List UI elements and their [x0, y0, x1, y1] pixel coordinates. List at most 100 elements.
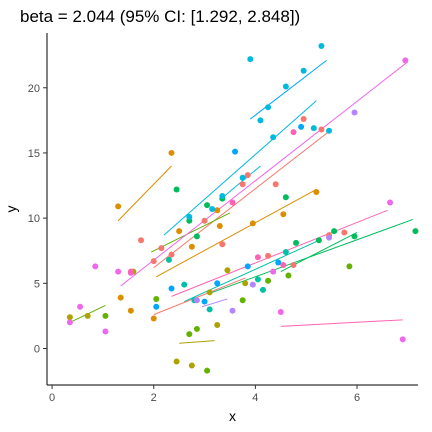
data-point: [290, 129, 297, 136]
data-point: [193, 297, 200, 304]
x-tick-label: 4: [252, 392, 258, 404]
data-point: [229, 307, 236, 314]
data-point: [265, 252, 272, 259]
x-axis-title: x: [229, 408, 236, 424]
data-point: [402, 57, 409, 64]
fit-line: [179, 340, 215, 344]
data-point: [138, 237, 145, 244]
data-point: [204, 367, 211, 374]
data-point: [254, 254, 261, 261]
data-point: [387, 199, 394, 206]
data-point: [84, 312, 91, 319]
data-point: [150, 258, 157, 265]
data-point: [257, 117, 264, 124]
data-point: [254, 276, 261, 283]
data-point: [186, 213, 193, 220]
fit-line: [184, 241, 317, 303]
x-tick-label: 6: [354, 392, 360, 404]
data-point: [214, 207, 221, 214]
y-axis-title: y: [3, 206, 19, 213]
data-point: [315, 237, 322, 244]
data-point: [150, 315, 157, 322]
data-point: [216, 222, 223, 229]
data-point: [265, 104, 272, 111]
data-point: [66, 314, 73, 321]
data-point: [153, 303, 160, 310]
y-tick-label: 5: [34, 278, 40, 290]
data-point: [242, 280, 249, 287]
data-point: [300, 67, 307, 74]
data-point: [102, 312, 109, 319]
fit-line: [201, 298, 228, 308]
data-point: [326, 234, 333, 241]
fit-line: [249, 59, 327, 120]
data-point: [293, 239, 300, 246]
data-point: [280, 262, 287, 269]
data-point: [219, 192, 226, 199]
data-point: [209, 206, 216, 212]
data-point: [313, 189, 320, 196]
data-point: [214, 322, 221, 329]
data-point: [280, 211, 287, 218]
data-point: [193, 325, 200, 332]
data-point: [165, 256, 172, 263]
data-point: [247, 56, 254, 63]
data-point: [115, 203, 122, 210]
data-point: [188, 362, 195, 369]
data-point: [181, 281, 188, 288]
data-point: [206, 306, 213, 313]
data-point: [318, 126, 325, 133]
data-point: [201, 217, 208, 224]
data-point: [224, 267, 231, 274]
data-point: [270, 268, 277, 275]
data-point: [158, 245, 165, 252]
data-point: [173, 186, 180, 193]
y-tick-label: 0: [34, 343, 40, 355]
fit-line: [153, 129, 332, 269]
data-point: [244, 263, 251, 270]
fit-line: [120, 61, 409, 287]
data-point: [277, 308, 284, 315]
data-point: [331, 228, 338, 235]
data-point: [229, 199, 236, 206]
data-point: [77, 303, 84, 310]
fit-line: [280, 319, 403, 327]
data-point: [272, 181, 279, 188]
data-point: [326, 127, 333, 134]
data-point: [153, 295, 160, 302]
data-point: [298, 123, 305, 130]
data-point: [249, 220, 256, 227]
data-point: [285, 272, 292, 279]
data-point: [399, 336, 406, 343]
fit-line: [171, 209, 388, 297]
x-tick-label: 2: [151, 392, 157, 404]
data-point: [412, 228, 419, 235]
data-point: [186, 331, 193, 338]
data-point: [201, 298, 208, 305]
data-point: [173, 358, 180, 365]
data-point: [239, 181, 246, 188]
data-point: [232, 148, 239, 155]
fit-line: [156, 189, 317, 278]
chart-title: beta = 2.044 (95% CI: [1.292, 2.848]): [20, 7, 300, 26]
data-point: [188, 243, 195, 250]
data-point: [300, 116, 307, 123]
data-point: [66, 319, 73, 326]
data-point: [275, 259, 282, 266]
data-point: [259, 286, 266, 293]
data-point: [168, 149, 175, 156]
data-point: [351, 233, 358, 240]
data-point: [117, 294, 124, 301]
fit-line: [150, 212, 231, 253]
x-tick-label: 0: [49, 392, 55, 404]
fit-line: [163, 100, 317, 236]
data-point: [219, 241, 226, 248]
data-point: [204, 202, 211, 209]
data-point: [265, 277, 272, 284]
fit-line: [153, 277, 246, 316]
y-tick-label: 20: [28, 83, 40, 95]
data-point: [92, 263, 99, 270]
data-point: [176, 228, 183, 235]
data-point: [127, 307, 134, 314]
